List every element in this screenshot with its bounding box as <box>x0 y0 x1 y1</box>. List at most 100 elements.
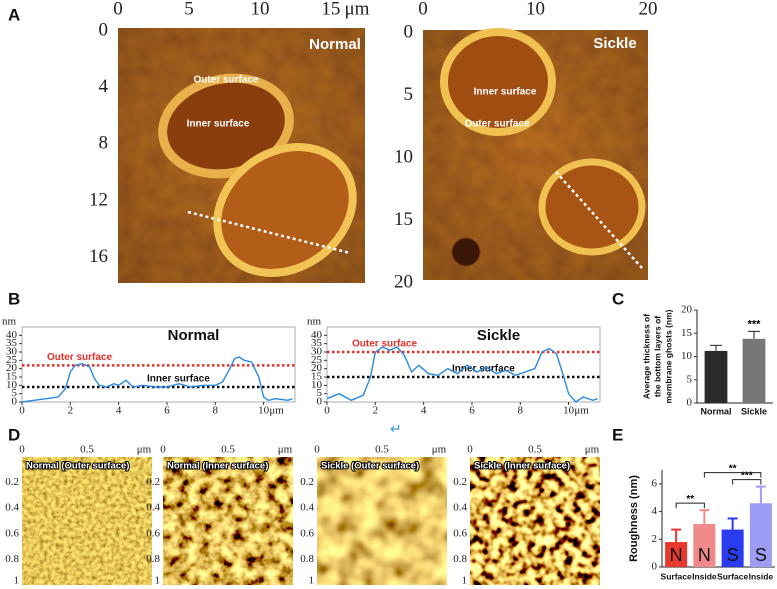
y-tick-label: 5 <box>687 373 693 385</box>
y-tick-label: 0 <box>687 397 693 409</box>
x-tick-label: 15 <box>321 0 340 19</box>
y-tick-label: 0.6 <box>300 527 314 539</box>
image-annotation: Outer surface <box>464 119 529 130</box>
error-bar <box>675 529 678 543</box>
bar-label: N <box>670 545 683 565</box>
y-tick-label: 2 <box>652 533 658 545</box>
y-tick-label: 0.8 <box>5 553 19 565</box>
bar <box>693 524 716 567</box>
x-unit: μm <box>269 405 284 417</box>
y-tick-label: 0.6 <box>453 527 467 539</box>
x-unit: μm <box>585 444 600 456</box>
x-tick-label: 0.5 <box>528 444 542 456</box>
image-annotation: Outer surface <box>193 75 258 86</box>
image-annotation: Inner surface <box>187 119 250 130</box>
y-tick-label: 0 <box>99 19 109 40</box>
y-tick-label: 0 <box>12 396 18 408</box>
cell <box>440 28 556 136</box>
x-tick-label: 10 <box>526 0 545 19</box>
error-bar <box>703 510 706 525</box>
x-tick-label: 8 <box>213 405 219 417</box>
y-tick-label: 0.4 <box>300 502 314 514</box>
surface-image <box>317 457 447 585</box>
y-tick-label: 0.8 <box>300 553 314 565</box>
cell <box>213 143 357 277</box>
x-tick-label: 2 <box>68 405 74 417</box>
image-title: Sickle (Outer surface) <box>321 461 419 472</box>
y-tick-label: 35 <box>6 337 18 349</box>
x-tick-label: 10 <box>258 405 270 417</box>
y-tick-label: 6 <box>652 477 658 489</box>
y-tick-label: 10 <box>6 379 18 391</box>
y-axis-label: membrane ghosts (nm) <box>663 309 673 403</box>
profile-line <box>326 346 598 403</box>
x-tick-label: 0 <box>418 0 428 19</box>
x-tick-label: 0.5 <box>80 444 94 456</box>
x-tick-label: 0 <box>113 0 123 19</box>
y-tick-label: 4 <box>652 505 658 517</box>
chart-title: Normal <box>168 327 220 344</box>
stray-mark: ↵ <box>390 421 402 437</box>
y-tick-label: 40 <box>311 329 323 341</box>
y-axis-label: the bottom layers of <box>652 316 662 397</box>
afm-normal <box>118 28 365 283</box>
panel-label: E <box>612 425 623 444</box>
bar <box>665 542 688 567</box>
x-unit: μm <box>278 444 293 456</box>
image-title: Sickle <box>593 35 636 52</box>
profile-line <box>21 356 293 403</box>
significance-bracket <box>703 472 762 478</box>
significance: *** <box>741 470 753 481</box>
x-tick-label: 0 <box>314 444 320 456</box>
y-tick-label: 25 <box>6 354 18 366</box>
y-tick-label: 10 <box>394 146 413 167</box>
y-tick-label: 20 <box>394 271 413 292</box>
x-tick-label: Normal <box>700 406 731 416</box>
y-tick-label: 5 <box>317 387 323 399</box>
x-tick-label: 0 <box>324 405 330 417</box>
y-tick-label: 0.4 <box>146 502 160 514</box>
y-tick-label: 0 <box>404 21 414 42</box>
x-unit: μm <box>574 405 589 417</box>
y-tick-label: 0 <box>652 561 658 573</box>
y-axis-label: Roughness (nm) <box>628 475 640 562</box>
y-tick-label: 0.2 <box>5 476 19 488</box>
panel-label: A <box>8 5 20 24</box>
x-tick-label: Surface <box>661 571 692 581</box>
y-tick-label: 20 <box>311 362 323 374</box>
surface-image <box>163 457 293 585</box>
error-bar <box>759 486 762 504</box>
y-tick-label: 0.4 <box>5 502 19 514</box>
y-tick-label: 4 <box>99 76 109 97</box>
reference-label: Outer surface <box>47 352 112 363</box>
x-unit: μm <box>432 444 447 456</box>
x-unit: μm <box>137 444 152 456</box>
x-tick-label: 6 <box>469 405 475 417</box>
bar-label: N <box>698 545 711 565</box>
y-tick-label: 15 <box>394 209 413 230</box>
y-tick-label: 15 <box>681 327 693 339</box>
image-title: Normal (Outer surface) <box>26 461 129 472</box>
y-tick-label: 1 <box>14 575 20 587</box>
y-tick-label: 25 <box>311 354 323 366</box>
x-tick-label: Sickle <box>741 406 767 416</box>
y-tick-label: 0.2 <box>300 476 314 488</box>
error-bar <box>731 518 734 530</box>
y-tick-label: 10 <box>681 350 693 362</box>
y-tick-label: 1 <box>309 575 315 587</box>
y-tick-label: 0.8 <box>146 553 160 565</box>
bar <box>704 350 728 403</box>
image-title: Sickle (Inner surface) <box>474 461 570 472</box>
y-unit: nm <box>307 316 322 328</box>
x-tick-label: Surface <box>717 571 748 581</box>
y-tick-label: 1 <box>462 575 468 587</box>
y-tick-label: 8 <box>99 133 109 154</box>
x-tick-label: 4 <box>116 405 122 417</box>
y-tick-label: 35 <box>311 337 323 349</box>
x-tick-label: 0 <box>160 444 166 456</box>
y-tick-label: 0 <box>317 396 323 408</box>
cell <box>538 158 646 256</box>
x-tick-label: 0.5 <box>375 444 389 456</box>
y-tick-label: 10 <box>311 379 323 391</box>
